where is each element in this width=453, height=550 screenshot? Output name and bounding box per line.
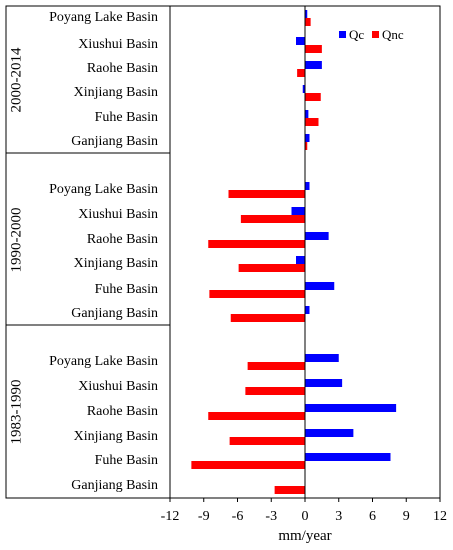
bar-qc-1983-1990-xinjiang-basin — [305, 429, 354, 437]
bar-qnc-2000-2014-ganjiang-basin — [305, 142, 308, 150]
basin-label-xinjiang-basin: Xinjiang Basin — [74, 85, 158, 100]
bar-qnc-1990-2000-xiushui-basin — [240, 215, 305, 223]
basin-label-xiushui-basin: Xiushui Basin — [78, 207, 158, 222]
bar-qc-1990-2000-poyang-lake-basin — [305, 182, 310, 190]
bar-qc-1990-2000-fuhe-basin — [305, 282, 335, 290]
bar-qnc-1983-1990-xinjiang-basin — [229, 437, 305, 445]
basin-label-ganjiang-basin: Ganjiang Basin — [71, 306, 158, 321]
bar-qc-1990-2000-raohe-basin — [305, 232, 329, 240]
x-tick-label: 0 — [302, 509, 309, 524]
bar-qc-1990-2000-xinjiang-basin — [296, 256, 305, 264]
basin-label-fuhe-basin: Fuhe Basin — [95, 282, 158, 297]
x-tick-label: -6 — [232, 509, 244, 524]
x-tick-label: -9 — [198, 509, 210, 524]
period-label-1983-1990: 1983-1990 — [8, 380, 24, 445]
bar-qc-2000-2014-ganjiang-basin — [305, 134, 310, 142]
bar-qnc-2000-2014-xiushui-basin — [305, 45, 322, 53]
bar-qc-1990-2000-xiushui-basin — [291, 207, 305, 215]
bar-qnc-1990-2000-raohe-basin — [208, 240, 305, 248]
bar-qnc-1990-2000-poyang-lake-basin — [228, 190, 305, 198]
basin-label-poyang-lake-basin: Poyang Lake Basin — [49, 182, 158, 197]
period-label-2000-2014: 2000-2014 — [8, 47, 24, 112]
bar-qnc-1990-2000-fuhe-basin — [209, 290, 305, 298]
legend-label-qnc: Qnc — [382, 27, 404, 42]
bar-qc-1983-1990-poyang-lake-basin — [305, 354, 339, 362]
basin-label-raohe-basin: Raohe Basin — [87, 61, 158, 76]
label-panel-frame — [5, 5, 171, 499]
legend-swatch-qc — [339, 31, 346, 38]
basin-label-raohe-basin: Raohe Basin — [87, 232, 158, 247]
bar-qc-1983-1990-xiushui-basin — [305, 379, 343, 387]
bar-qc-2000-2014-fuhe-basin — [305, 110, 309, 118]
basin-label-ganjiang-basin: Ganjiang Basin — [71, 134, 158, 149]
period-label-1990-2000: 1990-2000 — [8, 208, 24, 273]
legend-swatch-qnc — [372, 31, 379, 38]
x-tick-label: 6 — [369, 509, 376, 524]
basin-label-fuhe-basin: Fuhe Basin — [95, 453, 158, 468]
bar-qnc-1983-1990-raohe-basin — [208, 412, 305, 420]
basin-label-fuhe-basin: Fuhe Basin — [95, 110, 158, 125]
legend: Qc Qnc — [339, 27, 404, 42]
legend-label-qc: Qc — [349, 27, 364, 42]
bar-qnc-1990-2000-ganjiang-basin — [230, 314, 305, 322]
bar-qnc-2000-2014-xinjiang-basin — [305, 93, 321, 101]
bars — [191, 10, 397, 494]
bar-qnc-2000-2014-fuhe-basin — [305, 118, 319, 126]
bar-qnc-2000-2014-poyang-lake-basin — [305, 18, 311, 26]
x-tick-label: 9 — [403, 509, 410, 524]
x-axis-title: mm/year — [278, 528, 331, 544]
basin-labels: Poyang Lake Basin Xiushui Basin Raohe Basi… — [49, 10, 158, 493]
bar-qnc-1983-1990-ganjiang-basin — [274, 486, 305, 494]
bar-qnc-1983-1990-poyang-lake-basin — [247, 362, 305, 370]
bar-qc-2000-2014-xinjiang-basin — [302, 85, 305, 93]
basin-label-xinjiang-basin: Xinjiang Basin — [74, 429, 158, 444]
bar-qc-1990-2000-ganjiang-basin — [305, 306, 310, 314]
bar-qnc-1990-2000-xinjiang-basin — [238, 264, 305, 272]
bar-qnc-2000-2014-raohe-basin — [297, 69, 305, 77]
x-tick-label: -12 — [161, 509, 180, 524]
x-axis-ticks: -12 -9 -6 -3 0 3 6 9 12 — [161, 498, 447, 524]
basin-label-poyang-lake-basin: Poyang Lake Basin — [49, 354, 158, 369]
bar-qc-2000-2014-raohe-basin — [305, 61, 322, 69]
bar-qnc-1983-1990-fuhe-basin — [191, 461, 305, 469]
x-tick-label: 12 — [433, 509, 447, 524]
bar-qc-1983-1990-raohe-basin — [305, 404, 397, 412]
bar-qnc-1983-1990-xiushui-basin — [245, 387, 305, 395]
basin-label-poyang-lake-basin: Poyang Lake Basin — [49, 10, 158, 25]
basin-label-raohe-basin: Raohe Basin — [87, 404, 158, 419]
x-tick-label: 3 — [335, 509, 342, 524]
bar-qc-1983-1990-fuhe-basin — [305, 453, 391, 461]
bar-qc-2000-2014-poyang-lake-basin — [305, 10, 308, 18]
basin-label-xiushui-basin: Xiushui Basin — [78, 379, 158, 394]
bar-qc-2000-2014-xiushui-basin — [296, 37, 305, 45]
basin-label-xinjiang-basin: Xinjiang Basin — [74, 256, 158, 271]
basin-label-ganjiang-basin: Ganjiang Basin — [71, 478, 158, 493]
x-tick-label: -3 — [265, 509, 277, 524]
period-labels: 2000-2014 1990-2000 1983-1990 — [8, 47, 24, 444]
basin-label-xiushui-basin: Xiushui Basin — [78, 37, 158, 52]
